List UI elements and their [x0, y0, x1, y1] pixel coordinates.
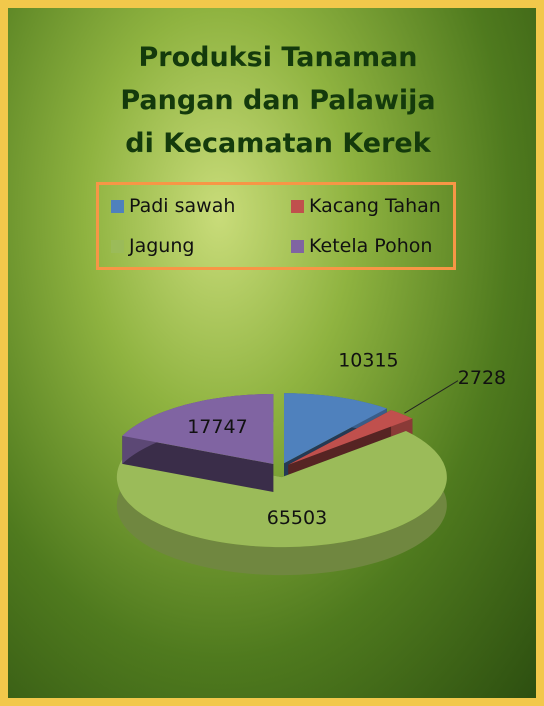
leader-line	[404, 381, 457, 413]
plot: 10315 2728 65503 17747	[8, 8, 536, 698]
data-label: 17747	[187, 416, 247, 438]
data-label: 65503	[267, 507, 327, 529]
chart: Produksi Tanaman Pangan dan Palawija di …	[0, 0, 544, 706]
data-label: 10315	[338, 349, 398, 371]
data-label: 2728	[458, 367, 506, 389]
